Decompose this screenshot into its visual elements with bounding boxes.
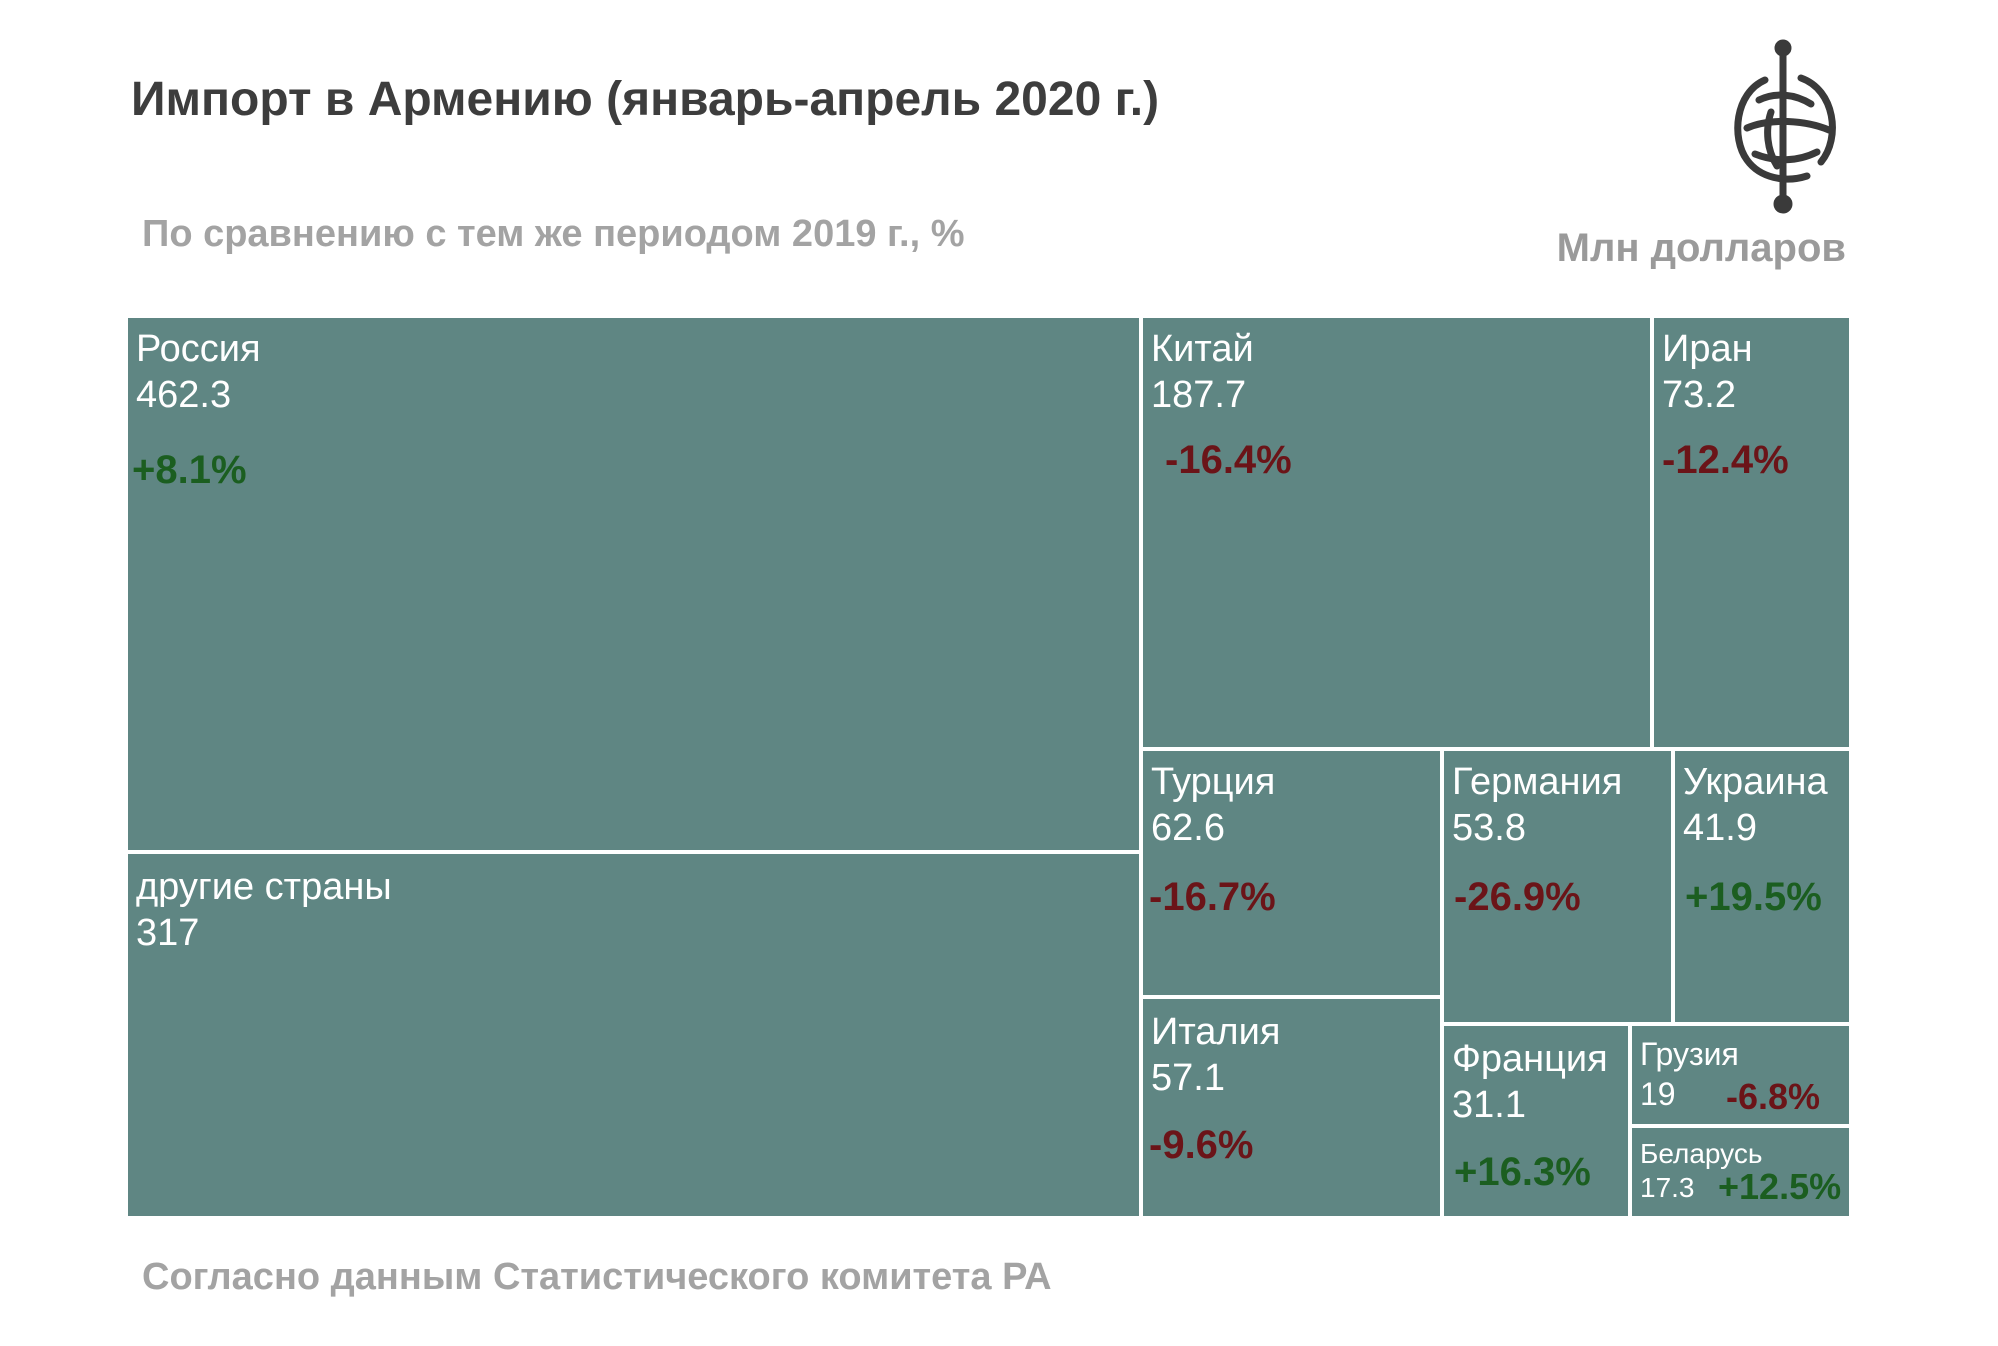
tile-country-label: Иран	[1662, 328, 1753, 370]
tile-change-label: +12.5%	[1718, 1166, 1842, 1207]
treemap-tile: Франция 31.1 +16.3%	[1442, 1024, 1630, 1218]
tile-country-label: Китай	[1151, 328, 1254, 370]
globe-emblem-icon	[1734, 39, 1836, 214]
tile-country-label: Грузия	[1640, 1036, 1739, 1072]
treemap-tile: другие страны 317	[126, 852, 1141, 1218]
tile-country-label: Россия	[136, 328, 261, 370]
tile-value-label: 317	[136, 912, 200, 954]
tile-value-label: 62.6	[1151, 807, 1225, 849]
tile-country-label: Германия	[1452, 761, 1623, 803]
tile-change-label: +16.3%	[1454, 1150, 1591, 1194]
tile-value-label: 19	[1640, 1076, 1676, 1112]
chart-title: Импорт в Армению (январь-апрель 2020 г.)	[131, 73, 1160, 126]
treemap: Россия 462.3 +8.1% другие страны 317 Китай 187…	[126, 316, 1851, 1218]
tile-change-label: -9.6%	[1149, 1123, 1254, 1167]
tile-value-label: 57.1	[1151, 1057, 1225, 1099]
source-note: Согласно данным Статистического комитета…	[142, 1256, 1052, 1298]
tile-value-label: 17.3	[1640, 1172, 1695, 1203]
tile-change-label: -16.7%	[1149, 875, 1276, 919]
unit-label: Млн долларов	[1556, 226, 1846, 270]
tile-value-label: 53.8	[1452, 807, 1526, 849]
tile-country-label: Беларусь	[1640, 1138, 1763, 1169]
treemap-tile: Россия 462.3 +8.1%	[126, 316, 1141, 852]
treemap-tile: Грузия 19 -6.8%	[1630, 1024, 1851, 1126]
tile-value-label: 73.2	[1662, 374, 1736, 416]
treemap-tile: Беларусь 17.3 +12.5%	[1630, 1126, 1851, 1218]
tile-change-label: +8.1%	[132, 448, 247, 492]
treemap-tile: Италия 57.1 -9.6%	[1141, 997, 1442, 1218]
tile-change-label: +19.5%	[1685, 875, 1822, 919]
tile-country-label: Франция	[1452, 1038, 1608, 1080]
tile-value-label: 31.1	[1452, 1084, 1526, 1126]
tile-value-label: 187.7	[1151, 374, 1247, 416]
tile-country-label: другие страны	[136, 866, 392, 908]
treemap-tile: Украина 41.9 +19.5%	[1673, 749, 1851, 1024]
tile-country-label: Италия	[1151, 1011, 1281, 1053]
tile-country-label: Украина	[1683, 761, 1828, 803]
treemap-tile: Германия 53.8 -26.9%	[1442, 749, 1673, 1024]
treemap-tile: Турция 62.6 -16.7%	[1141, 749, 1442, 997]
tile-value-label: 41.9	[1683, 807, 1757, 849]
tile-value-label: 462.3	[136, 374, 232, 416]
treemap-tile: Китай 187.7 -16.4%	[1141, 316, 1652, 749]
treemap-tile: Иран 73.2 -12.4%	[1652, 316, 1851, 749]
tile-country-label: Турция	[1151, 761, 1276, 803]
tile-change-label: -26.9%	[1454, 875, 1581, 919]
chart-subtitle: По сравнению с тем же периодом 2019 г., …	[142, 213, 965, 255]
tile-change-label: -6.8%	[1726, 1076, 1821, 1117]
tile-change-label: -16.4%	[1165, 438, 1292, 482]
tile-change-label: -12.4%	[1662, 438, 1789, 482]
